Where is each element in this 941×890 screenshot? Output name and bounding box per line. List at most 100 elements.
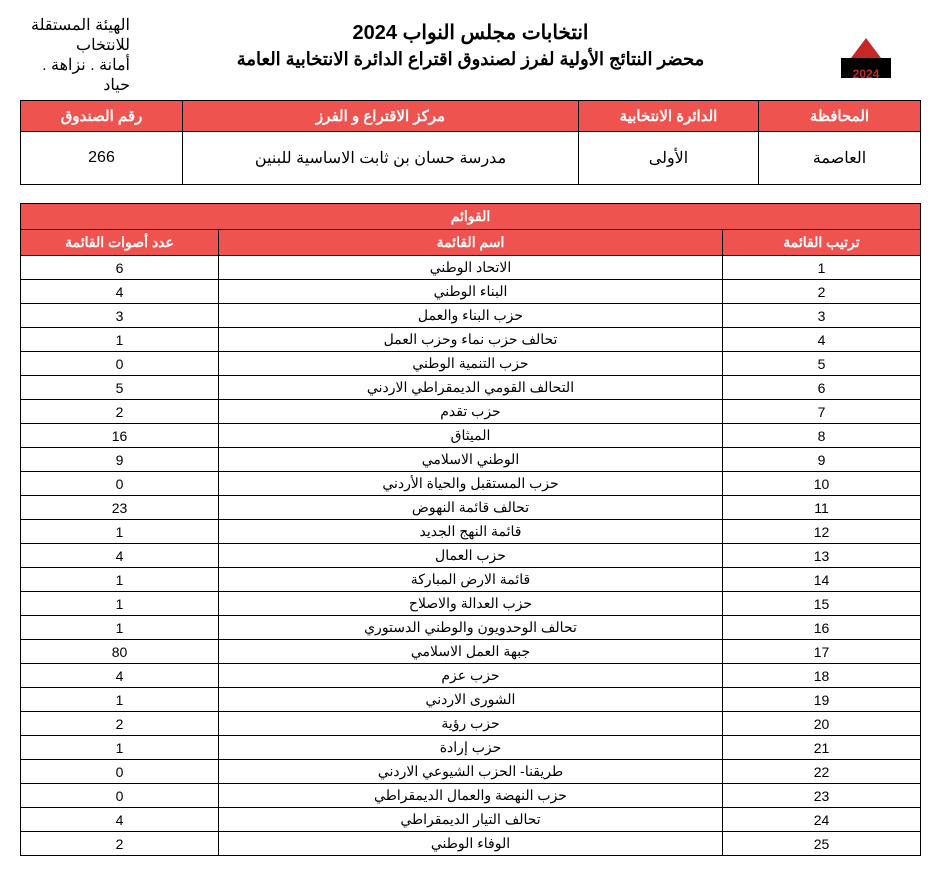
iec-motto: أمانة . نزاهة . حياد [20, 55, 130, 95]
cell-votes: 1 [21, 736, 219, 760]
election-logo-right: 2024 [811, 20, 921, 90]
table-row: 25الوفاء الوطني2 [21, 832, 921, 856]
lists-header-rank: ترتيب القائمة [723, 230, 921, 256]
cell-votes: 1 [21, 688, 219, 712]
info-value-center: مدرسة حسان بن ثابت الاساسية للبنين [183, 132, 579, 185]
cell-rank: 10 [723, 472, 921, 496]
cell-rank: 17 [723, 640, 921, 664]
info-value-district: الأولى [579, 132, 759, 185]
table-row: 6التحالف القومي الديمقراطي الاردني5 [21, 376, 921, 400]
cell-votes: 2 [21, 400, 219, 424]
cell-votes: 4 [21, 808, 219, 832]
table-row: 16تحالف الوحدويون والوطني الدستوري1 [21, 616, 921, 640]
cell-name: تحالف التيار الديمقراطي [219, 808, 723, 832]
cell-rank: 13 [723, 544, 921, 568]
table-row: 9الوطني الاسلامي9 [21, 448, 921, 472]
cell-name: الاتحاد الوطني [219, 256, 723, 280]
cell-rank: 1 [723, 256, 921, 280]
cell-name: حزب العمال [219, 544, 723, 568]
cell-votes: 1 [21, 592, 219, 616]
table-row: 4تحالف حزب نماء وحزب العمل1 [21, 328, 921, 352]
lists-header-name: اسم القائمة [219, 230, 723, 256]
table-row: 7حزب تقدم2 [21, 400, 921, 424]
cell-name: حزب العدالة والاصلاح [219, 592, 723, 616]
cell-votes: 1 [21, 520, 219, 544]
cell-votes: 4 [21, 664, 219, 688]
cell-rank: 2 [723, 280, 921, 304]
lists-table-title: القوائم [21, 204, 921, 230]
cell-votes: 5 [21, 376, 219, 400]
info-value-box: 266 [21, 132, 183, 185]
cell-rank: 8 [723, 424, 921, 448]
cell-votes: 0 [21, 760, 219, 784]
table-row: 18حزب عزم4 [21, 664, 921, 688]
table-row: 10حزب المستقبل والحياة الأردني0 [21, 472, 921, 496]
info-header-district: الدائرة الانتخابية [579, 101, 759, 132]
cell-name: تحالف حزب نماء وحزب العمل [219, 328, 723, 352]
cell-votes: 3 [21, 304, 219, 328]
document-header: 2024 انتخابات مجلس النواب 2024 محضر النت… [20, 20, 921, 90]
cell-rank: 11 [723, 496, 921, 520]
table-row: 13حزب العمال4 [21, 544, 921, 568]
cell-name: تحالف قائمة النهوض [219, 496, 723, 520]
cell-votes: 80 [21, 640, 219, 664]
cell-votes: 9 [21, 448, 219, 472]
table-row: 12قائمة النهج الجديد1 [21, 520, 921, 544]
cell-rank: 15 [723, 592, 921, 616]
cell-name: الميثاق [219, 424, 723, 448]
cell-votes: 1 [21, 328, 219, 352]
cell-name: حزب عزم [219, 664, 723, 688]
cell-name: حزب تقدم [219, 400, 723, 424]
cell-name: طريقنا- الحزب الشيوعي الاردني [219, 760, 723, 784]
cell-rank: 16 [723, 616, 921, 640]
cell-name: حزب إرادة [219, 736, 723, 760]
lists-header-votes: عدد أصوات القائمة [21, 230, 219, 256]
info-table: المحافظة الدائرة الانتخابية مركز الاقترا… [20, 100, 921, 185]
cell-rank: 3 [723, 304, 921, 328]
table-row: 20حزب رؤية2 [21, 712, 921, 736]
iec-org-name: الهيئة المستقلة للانتخاب [20, 15, 130, 55]
table-row: 15حزب العدالة والاصلاح1 [21, 592, 921, 616]
cell-votes: 16 [21, 424, 219, 448]
cell-rank: 7 [723, 400, 921, 424]
table-row: 11تحالف قائمة النهوض23 [21, 496, 921, 520]
cell-votes: 0 [21, 352, 219, 376]
table-row: 5حزب التنمية الوطني0 [21, 352, 921, 376]
cell-rank: 25 [723, 832, 921, 856]
cell-rank: 19 [723, 688, 921, 712]
cell-rank: 24 [723, 808, 921, 832]
cell-name: حزب البناء والعمل [219, 304, 723, 328]
info-header-box: رقم الصندوق [21, 101, 183, 132]
sub-title: محضر النتائج الأولية لفرز لصندوق اقتراع … [130, 49, 811, 70]
cell-votes: 2 [21, 832, 219, 856]
table-row: 3حزب البناء والعمل3 [21, 304, 921, 328]
cell-votes: 23 [21, 496, 219, 520]
table-row: 22طريقنا- الحزب الشيوعي الاردني0 [21, 760, 921, 784]
table-row: 2البناء الوطني4 [21, 280, 921, 304]
cell-name: حزب التنمية الوطني [219, 352, 723, 376]
cell-votes: 0 [21, 784, 219, 808]
cell-votes: 0 [21, 472, 219, 496]
cell-votes: 2 [21, 712, 219, 736]
cell-name: جبهة العمل الاسلامي [219, 640, 723, 664]
cell-name: الشورى الاردني [219, 688, 723, 712]
cell-name: حزب المستقبل والحياة الأردني [219, 472, 723, 496]
cell-rank: 21 [723, 736, 921, 760]
table-row: 23حزب النهضة والعمال الديمقراطي0 [21, 784, 921, 808]
table-row: 1الاتحاد الوطني6 [21, 256, 921, 280]
cell-name: تحالف الوحدويون والوطني الدستوري [219, 616, 723, 640]
ballot-2024-icon: 2024 [831, 28, 901, 83]
table-row: 8الميثاق16 [21, 424, 921, 448]
cell-name: قائمة النهج الجديد [219, 520, 723, 544]
cell-rank: 18 [723, 664, 921, 688]
cell-votes: 1 [21, 568, 219, 592]
cell-rank: 12 [723, 520, 921, 544]
cell-rank: 23 [723, 784, 921, 808]
cell-name: التحالف القومي الديمقراطي الاردني [219, 376, 723, 400]
info-value-governorate: العاصمة [759, 132, 921, 185]
cell-votes: 6 [21, 256, 219, 280]
table-row: 21حزب إرادة1 [21, 736, 921, 760]
cell-name: الوطني الاسلامي [219, 448, 723, 472]
cell-rank: 20 [723, 712, 921, 736]
cell-votes: 4 [21, 544, 219, 568]
